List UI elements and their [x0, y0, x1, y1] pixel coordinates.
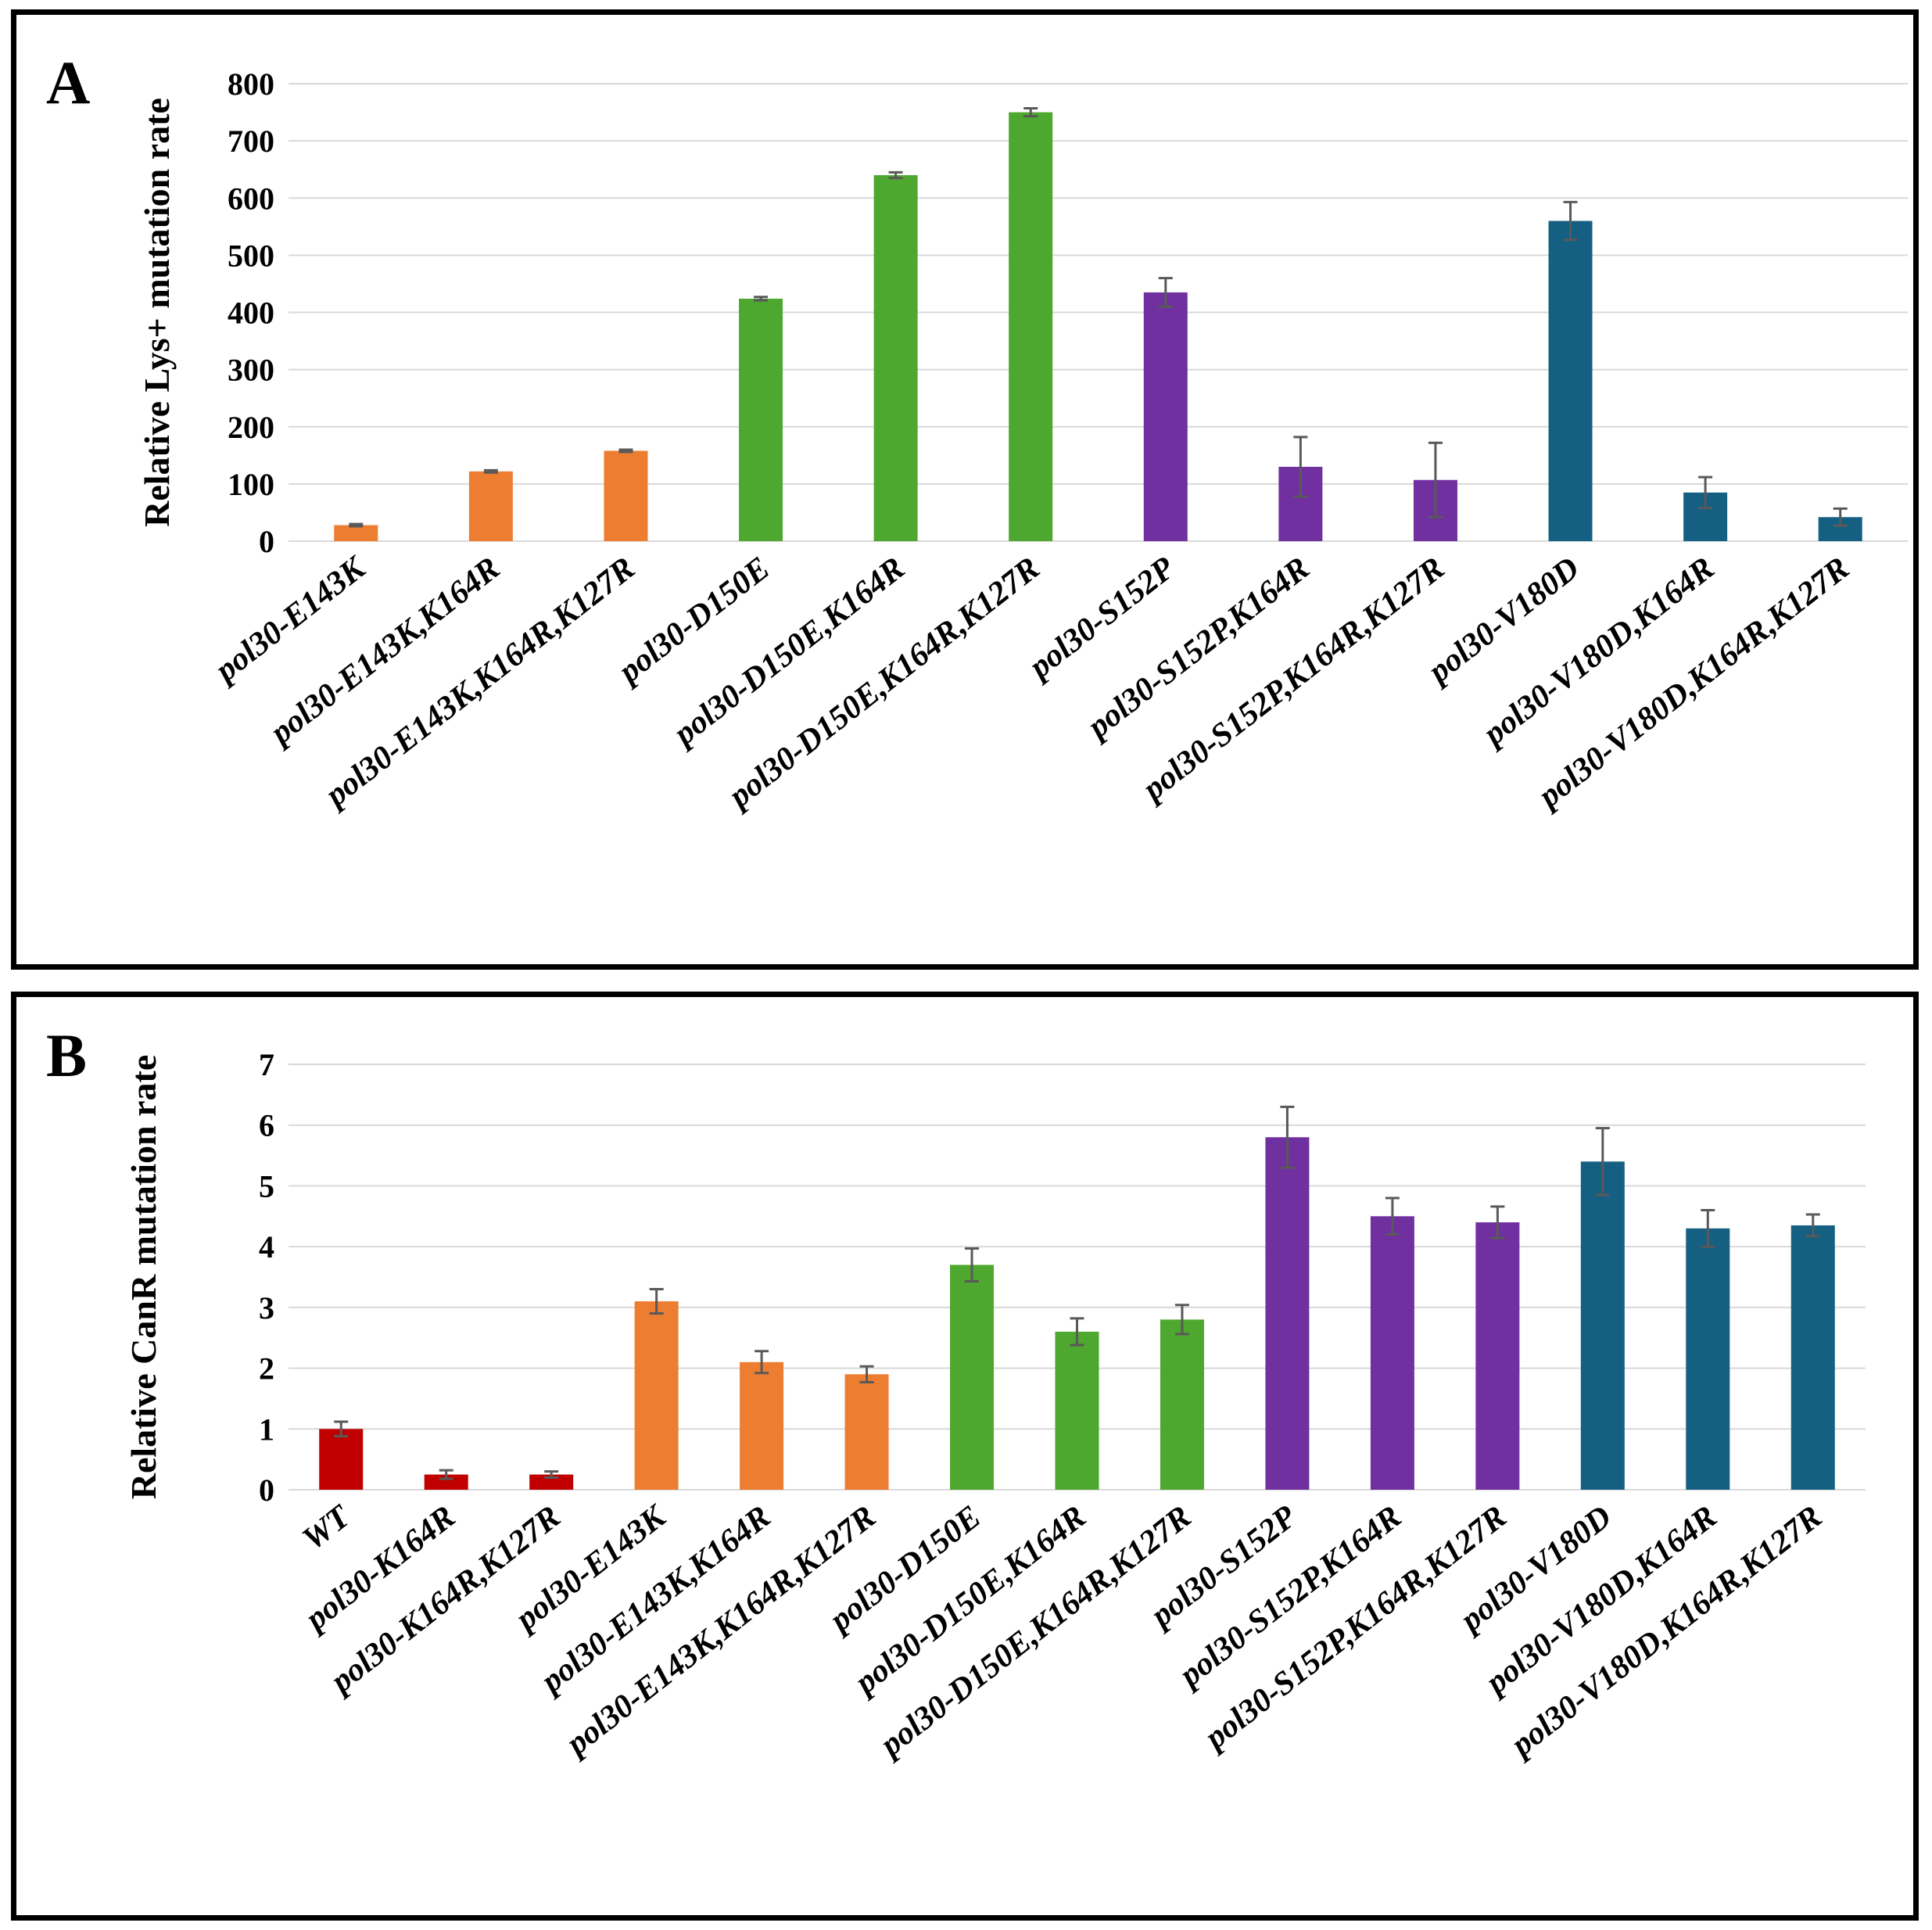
y-tick-label: 4: [259, 1229, 274, 1265]
bar: [1790, 1225, 1835, 1490]
panel-a: A 0 100 200 300 400 500 600 700 800 Relative Lys+…: [11, 9, 1919, 970]
y-tick-label: 6: [259, 1108, 274, 1143]
bar: [873, 175, 918, 541]
bar: [1580, 1161, 1625, 1490]
bar: [1370, 1216, 1414, 1490]
bar: [334, 525, 378, 541]
x-tick-label: pol30-V180D,K164R: [1475, 551, 1721, 754]
y-tick-label: 100: [228, 467, 274, 502]
bar: [1160, 1319, 1204, 1490]
x-tick-label: pol30-S152P,K164R: [1079, 551, 1316, 747]
y-tick-label: 5: [259, 1168, 274, 1204]
bar: [604, 450, 648, 541]
bar: [740, 1361, 784, 1490]
y-tick-label: 1: [259, 1412, 274, 1447]
y-tick-label: 200: [228, 410, 274, 445]
bar: [424, 1474, 468, 1490]
y-tick-label: 0: [259, 524, 274, 559]
y-tick-label: 500: [228, 238, 274, 273]
bar: [319, 1429, 364, 1490]
bar: [1548, 221, 1593, 541]
bar: [468, 471, 513, 541]
y-axis-title: Relative CanR mutation rate: [124, 1055, 163, 1500]
y-tick-label: 7: [259, 1047, 274, 1082]
bar: [844, 1374, 889, 1490]
chart-a: 0 100 200 300 400 500 600 700 800 Relative Lys+ m…: [137, 66, 1908, 816]
y-tick-label: 700: [228, 124, 274, 159]
x-tick-label: pol30-E143K,K164R: [262, 551, 507, 753]
bar: [1686, 1228, 1730, 1490]
bar: [950, 1265, 995, 1490]
y-tick-label: 400: [228, 296, 274, 331]
x-tick-label: pol30-D150E,K164R: [665, 551, 912, 754]
panel-b: B 0 1 2 3 4 5 6 7 Relative CanR mutation rate WT p…: [11, 992, 1919, 1921]
panel-a-letter: A: [46, 48, 91, 117]
bar: [634, 1301, 679, 1490]
y-tick-label: 2: [259, 1351, 274, 1387]
x-tick-label: WT: [296, 1498, 358, 1557]
bar: [1143, 292, 1188, 541]
y-tick-label: 0: [259, 1473, 274, 1508]
bar: [1055, 1331, 1099, 1490]
panel-b-letter: B: [46, 1021, 88, 1089]
bar: [1475, 1222, 1520, 1490]
bar: [1265, 1137, 1310, 1490]
y-tick-label: 300: [228, 353, 274, 388]
bar: [529, 1474, 574, 1490]
bar: [1009, 112, 1053, 541]
y-axis-title: Relative Lys+ mutation rate: [137, 98, 177, 527]
bar: [739, 298, 783, 541]
y-tick-label: 800: [228, 66, 274, 102]
y-tick-label: 600: [228, 181, 274, 216]
y-tick-label: 3: [259, 1290, 274, 1326]
